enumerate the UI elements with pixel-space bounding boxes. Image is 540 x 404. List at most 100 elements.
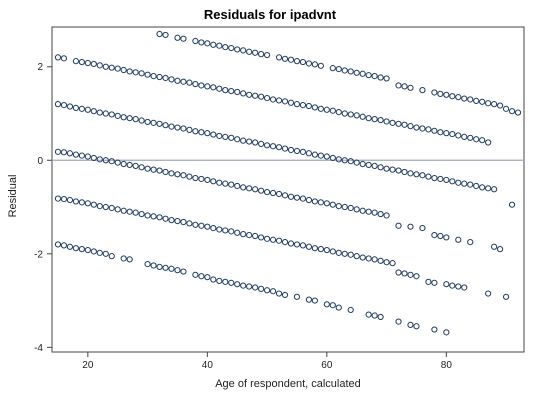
data-point [96,156,103,163]
data-point [54,54,62,61]
data-point [192,80,199,88]
data-point [431,231,438,239]
x-axis-label: Age of respondent, calculated [215,378,361,390]
data-point [156,73,163,81]
data-point [395,120,402,127]
data-point [258,51,265,58]
data-point [311,61,318,68]
data-point [269,236,277,243]
data-point [317,152,324,159]
data-point [485,139,492,146]
data-point [299,242,307,249]
data-point [54,101,62,108]
data-point [311,104,318,111]
data-point [60,149,68,156]
data-point [293,293,301,300]
data-point [120,207,127,214]
data-point [461,284,468,291]
data-point [162,168,169,176]
data-point [210,84,217,91]
data-point [371,209,378,216]
data-point [66,196,74,204]
data-point [293,101,301,108]
data-point [168,170,175,177]
data-point [473,182,480,190]
data-point [174,171,181,178]
data-point [126,68,133,75]
data-point [455,132,462,139]
data-point [341,203,348,211]
data-point [144,71,151,78]
y-tick-label: 2 [37,62,43,73]
data-point [365,161,372,169]
data-point [263,235,271,242]
data-point [383,75,390,82]
data-point [365,255,372,262]
data-point [222,227,229,234]
data-point [156,214,163,221]
data-point [329,302,336,309]
data-point [281,145,289,152]
data-point [317,105,324,112]
data-point [54,195,62,202]
data-point [293,241,301,248]
data-point [216,179,223,186]
data-point [437,90,444,97]
data-point [281,55,289,62]
data-point [162,74,169,82]
data-point [102,110,109,117]
data-point [485,185,492,192]
data-point [365,208,372,215]
data-point [467,239,474,246]
data-point [234,46,241,53]
data-point [102,250,109,257]
data-point [335,304,342,311]
data-point [246,138,253,145]
data-point [234,182,241,190]
data-point [413,124,420,131]
data-point [431,89,438,96]
data-point [371,116,378,123]
data-point [269,189,277,197]
data-point [78,152,85,159]
data-point [90,154,97,162]
data-point [329,248,336,255]
data-point [60,195,68,203]
data-point [425,126,432,133]
data-point [401,83,408,90]
data-point [240,47,247,54]
data-point [353,112,360,119]
data-point [90,60,97,68]
data-point [84,106,91,113]
data-point [305,102,313,110]
data-point [222,44,229,51]
data-point [222,133,229,140]
data-point [102,157,109,164]
data-point [84,153,91,160]
data-point [269,288,277,295]
data-point [54,148,62,155]
data-point [198,273,205,280]
data-point [246,185,253,192]
data-point [299,101,307,109]
data-point [108,64,115,71]
data-point [407,271,414,278]
data-point [299,58,307,66]
data-point [508,201,516,208]
data-point [180,78,187,85]
data-point [329,154,336,162]
data-point [156,120,163,127]
data-point [305,150,313,157]
data-point [491,101,498,108]
data-point [240,90,247,97]
data-point [281,192,289,199]
data-point [335,249,342,256]
data-point [216,132,223,140]
data-point [84,200,91,207]
data-point [138,210,145,218]
data-point [210,178,217,185]
data-point [281,291,289,299]
data-point [479,137,486,144]
data-point [401,168,408,176]
